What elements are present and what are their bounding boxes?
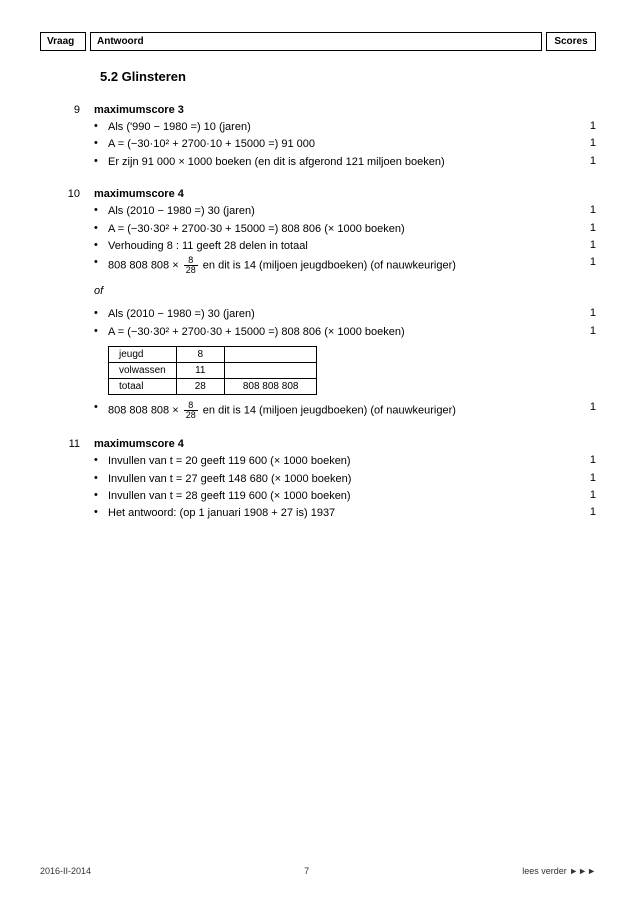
bullet-text: Verhouding 8 : 11 geeft 28 delen in tota…	[108, 239, 580, 254]
footer-right: lees verder ►►►	[522, 866, 596, 876]
bullet-text: Als (2010 − 1980 =) 30 (jaren)	[108, 204, 580, 219]
bullet-row: •A = (−30·30² + 2700·30 + 15000 =) 808 8…	[40, 222, 596, 237]
max-score: maximumscore 4	[94, 188, 184, 200]
bullet-row: •Als ('990 − 1980 =) 10 (jaren)1	[40, 120, 596, 135]
or-label: of	[94, 285, 596, 297]
header-scores: Scores	[546, 32, 596, 51]
bullet-text: 808 808 808 × 828 en dit is 14 (miljoen …	[108, 401, 580, 420]
bullet-mark: •	[94, 256, 108, 268]
bullet-mark: •	[94, 489, 108, 501]
table-cell: 808 808 808	[224, 379, 317, 395]
bullet-text: A = (−30·10² + 2700·10 + 15000 =) 91 000	[108, 137, 580, 152]
max-score: maximumscore 3	[94, 104, 184, 116]
question-number: 10	[40, 188, 94, 200]
bullet-score: 1	[580, 137, 596, 149]
bullet-mark: •	[94, 120, 108, 132]
bullet-mark: •	[94, 506, 108, 518]
bullet-text: A = (−30·30² + 2700·30 + 15000 =) 808 80…	[108, 222, 580, 237]
bullet-row: •Als (2010 − 1980 =) 30 (jaren)1	[40, 307, 596, 322]
table-cell: volwassen	[109, 363, 177, 379]
question: 11maximumscore 4•Invullen van t = 20 gee…	[40, 438, 596, 522]
bullet-row: •Er zijn 91 000 × 1000 boeken (en dit is…	[40, 155, 596, 170]
bullet-text: 808 808 808 × 828 en dit is 14 (miljoen …	[108, 256, 580, 275]
bullet-mark: •	[94, 137, 108, 149]
bullet-mark: •	[94, 401, 108, 413]
question-number: 9	[40, 104, 94, 116]
bullet-row: •808 808 808 × 828 en dit is 14 (miljoen…	[40, 401, 596, 420]
bullet-score: 1	[580, 256, 596, 268]
bullet-text: Invullen van t = 20 geeft 119 600 (× 100…	[108, 454, 580, 469]
bullet-score: 1	[580, 204, 596, 216]
table-cell	[224, 347, 317, 363]
bullet-text: Invullen van t = 27 geeft 148 680 (× 100…	[108, 472, 580, 487]
bullet-mark: •	[94, 472, 108, 484]
bullet-row: •Invullen van t = 27 geeft 148 680 (× 10…	[40, 472, 596, 487]
section-title: 5.2 Glinsteren	[100, 69, 596, 84]
bullet-mark: •	[94, 454, 108, 466]
bullet-score: 1	[580, 307, 596, 319]
header-vraag: Vraag	[40, 32, 86, 51]
footer-left: 2016-II-2014	[40, 866, 91, 876]
bullet-mark: •	[94, 325, 108, 337]
bullet-mark: •	[94, 155, 108, 167]
bullet-score: 1	[580, 120, 596, 132]
bullet-row: •Invullen van t = 28 geeft 119 600 (× 10…	[40, 489, 596, 504]
bullet-score: 1	[580, 325, 596, 337]
bullet-row: •808 808 808 × 828 en dit is 14 (miljoen…	[40, 256, 596, 275]
bullet-text: Invullen van t = 28 geeft 119 600 (× 100…	[108, 489, 580, 504]
bullet-text: A = (−30·30² + 2700·30 + 15000 =) 808 80…	[108, 325, 580, 340]
bullet-score: 1	[580, 454, 596, 466]
bullet-score: 1	[580, 239, 596, 251]
bullet-row: •A = (−30·30² + 2700·30 + 15000 =) 808 8…	[40, 325, 596, 340]
table-cell: 11	[176, 363, 224, 379]
table-cell: jeugd	[109, 347, 177, 363]
questions-container: 9maximumscore 3•Als ('990 − 1980 =) 10 (…	[40, 104, 596, 522]
bullet-text: Er zijn 91 000 × 1000 boeken (en dit is …	[108, 155, 580, 170]
header-antwoord: Antwoord	[90, 32, 542, 51]
bullet-mark: •	[94, 204, 108, 216]
bullet-score: 1	[580, 222, 596, 234]
question-number: 11	[40, 438, 94, 450]
table-cell: 8	[176, 347, 224, 363]
table-cell: 28	[176, 379, 224, 395]
max-score: maximumscore 4	[94, 438, 184, 450]
footer: 2016-II-2014 7 lees verder ►►►	[40, 866, 596, 876]
table-cell: totaal	[109, 379, 177, 395]
bullet-mark: •	[94, 307, 108, 319]
bullet-score: 1	[580, 489, 596, 501]
bullet-score: 1	[580, 472, 596, 484]
bullet-text: Als ('990 − 1980 =) 10 (jaren)	[108, 120, 580, 135]
table-cell	[224, 363, 317, 379]
bullet-row: •Het antwoord: (op 1 januari 1908 + 27 i…	[40, 506, 596, 521]
bullet-row: •Als (2010 − 1980 =) 30 (jaren)1	[40, 204, 596, 219]
bullet-row: •Verhouding 8 : 11 geeft 28 delen in tot…	[40, 239, 596, 254]
bullet-score: 1	[580, 506, 596, 518]
header-row: Vraag Antwoord Scores	[40, 32, 596, 51]
question: 10maximumscore 4•Als (2010 − 1980 =) 30 …	[40, 188, 596, 420]
bullet-mark: •	[94, 239, 108, 251]
footer-center: 7	[304, 866, 309, 876]
bullet-text: Het antwoord: (op 1 januari 1908 + 27 is…	[108, 506, 580, 521]
bullet-score: 1	[580, 155, 596, 167]
bullet-row: •Invullen van t = 20 geeft 119 600 (× 10…	[40, 454, 596, 469]
question: 9maximumscore 3•Als ('990 − 1980 =) 10 (…	[40, 104, 596, 170]
bullet-row: •A = (−30·10² + 2700·10 + 15000 =) 91 00…	[40, 137, 596, 152]
bullet-text: Als (2010 − 1980 =) 30 (jaren)	[108, 307, 580, 322]
bullet-mark: •	[94, 222, 108, 234]
bullet-score: 1	[580, 401, 596, 413]
data-table: jeugd8volwassen11totaal28808 808 808	[108, 346, 317, 395]
